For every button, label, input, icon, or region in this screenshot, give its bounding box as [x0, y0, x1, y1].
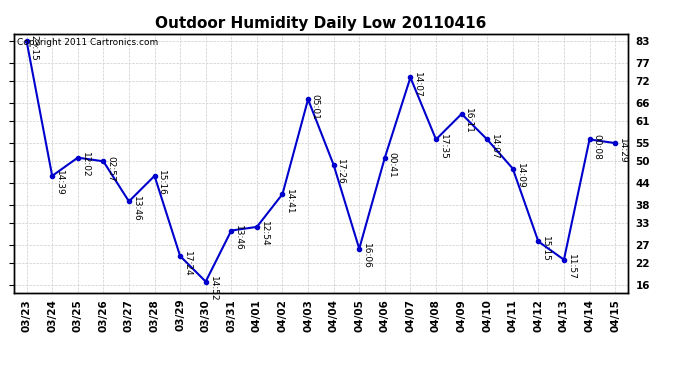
Text: 12:54: 12:54	[259, 221, 268, 247]
Text: 15:15: 15:15	[541, 236, 550, 262]
Text: 00:08: 00:08	[592, 134, 601, 160]
Text: 13:46: 13:46	[132, 196, 141, 222]
Text: 13:46: 13:46	[234, 225, 243, 251]
Text: Copyright 2011 Cartronics.com: Copyright 2011 Cartronics.com	[17, 38, 158, 46]
Text: 16:06: 16:06	[362, 243, 371, 269]
Text: 14:41: 14:41	[285, 189, 294, 214]
Title: Outdoor Humidity Daily Low 20110416: Outdoor Humidity Daily Low 20110416	[155, 16, 486, 31]
Text: 14:09: 14:09	[515, 163, 524, 189]
Text: 14:52: 14:52	[208, 276, 217, 302]
Text: 02:57: 02:57	[106, 156, 115, 182]
Text: 05:01: 05:01	[310, 94, 320, 120]
Text: 00:41: 00:41	[388, 152, 397, 178]
Text: 14:29: 14:29	[618, 138, 627, 163]
Text: 14:07: 14:07	[490, 134, 499, 160]
Text: 11:57: 11:57	[566, 254, 575, 280]
Text: 23:15: 23:15	[30, 36, 39, 61]
Text: 12:02: 12:02	[81, 152, 90, 178]
Text: 17:35: 17:35	[439, 134, 448, 160]
Text: 16:11: 16:11	[464, 108, 473, 134]
Text: 14:39: 14:39	[55, 170, 64, 196]
Text: 17:24: 17:24	[183, 251, 192, 276]
Text: 15:16: 15:16	[157, 170, 166, 196]
Text: 14:07: 14:07	[413, 72, 422, 98]
Text: 17:26: 17:26	[337, 159, 346, 185]
